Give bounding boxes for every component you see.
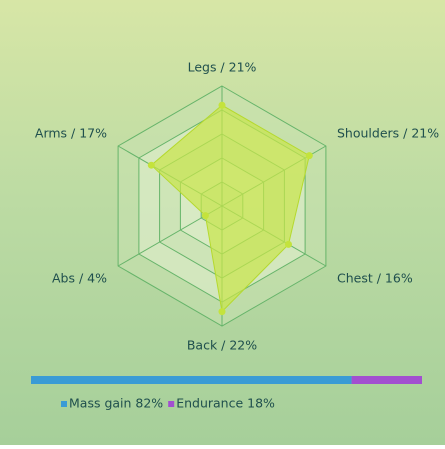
data-point-legs <box>218 101 226 109</box>
legend-swatch-endurance <box>168 401 175 407</box>
legend-label-endurance: Endurance 18% <box>176 396 275 411</box>
data-point-back <box>218 308 226 316</box>
axis-label-arms: Arms / 17% <box>35 126 107 141</box>
radar-series <box>147 101 313 316</box>
data-point-chest <box>285 240 292 248</box>
axis-label-legs: Legs / 21% <box>188 60 257 75</box>
legend-swatch-mass-gain <box>61 401 67 407</box>
axis-label-chest: Chest / 16% <box>337 271 413 286</box>
axis-label-back: Back / 22% <box>187 338 257 353</box>
data-point-abs <box>201 212 209 220</box>
data-point-shoulders <box>305 152 313 160</box>
axis-label-abs: Abs / 4% <box>52 271 107 286</box>
bar-segment-mass-gain <box>31 376 352 384</box>
stacked-bar <box>31 376 422 384</box>
data-point-arms <box>147 161 155 169</box>
legend-label-mass-gain: Mass gain 82% <box>69 396 163 411</box>
legend: Mass gain 82% Endurance 18% <box>61 396 275 411</box>
radar-axis-labels: Legs / 21% Shoulders / 21% Chest / 16% Back… <box>35 60 439 353</box>
axis-label-shoulders: Shoulders / 21% <box>337 126 439 141</box>
bar-segment-endurance <box>351 376 422 384</box>
